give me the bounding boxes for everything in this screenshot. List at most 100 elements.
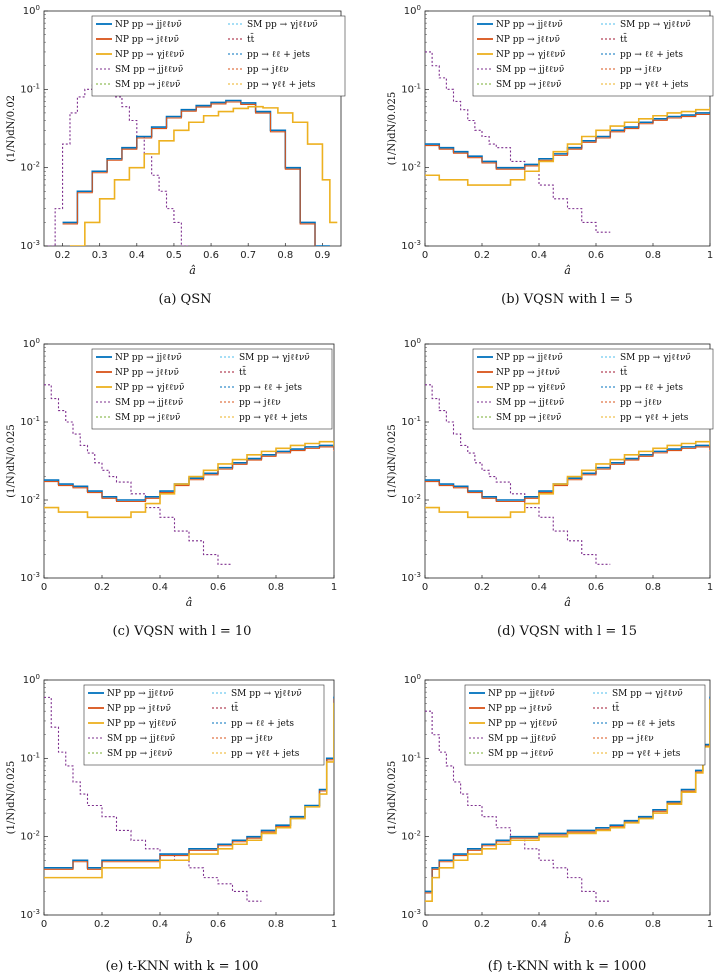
- series-group: [425, 384, 710, 565]
- legend-box: [464, 684, 706, 766]
- series-line-np-jllvv: [425, 446, 710, 503]
- x-axis-label: â: [564, 596, 571, 609]
- legend-label: NP pp → γjℓℓνν̄: [107, 719, 176, 729]
- x-tick-label: 0.6: [588, 919, 604, 930]
- legend-label: SM pp → γjℓℓνν̄: [239, 353, 310, 363]
- legend-label: SM pp → jjℓℓνν̄: [115, 65, 183, 75]
- plot-frame: [424, 679, 711, 916]
- legend-label: NP pp → jℓℓνν̄: [496, 35, 560, 45]
- panel-caption: (b) VQSN with l = 5: [501, 292, 633, 307]
- legend-label: NP pp → γjℓℓνν̄: [115, 50, 184, 60]
- series-line-1: [47, 82, 189, 246]
- panel-caption: (f) t-KNN with k = 1000: [488, 959, 646, 974]
- chart-panel-3: 0 0.2 0.4 0.6 0.8 1 10-3 10-2 10-1 100 â (1/N)dN/0.…: [6, 337, 337, 639]
- series-line-2: [425, 112, 710, 169]
- legend-label: NP pp → jℓℓνν̄: [107, 704, 171, 714]
- plot-frame: [43, 10, 342, 247]
- x-tick-label: 0.9: [314, 250, 330, 261]
- legend: NP pp → jjℓℓνν̄ SM pp → γjℓℓνν̄ NP pp → jℓ…: [83, 684, 325, 766]
- legend-label: NP pp → γjℓℓνν̄: [488, 719, 557, 729]
- chart-panel-5: 0 0.2 0.4 0.6 0.8 1 10-3 10-2 10-1 100 b̂ (1/N)dN/0…: [6, 673, 337, 974]
- legend-label: SM pp → jℓℓνν̄: [488, 749, 553, 759]
- y-tick-label: 100: [404, 673, 421, 686]
- y-tick-label: 100: [404, 4, 421, 17]
- series-line-np-jllvv: [44, 446, 334, 503]
- panel-caption: (a) QSN: [159, 292, 212, 307]
- legend-label: pp → jℓℓν: [231, 734, 273, 744]
- x-tick-label: 0.6: [210, 919, 226, 930]
- x-tick-label: 0: [422, 250, 428, 261]
- legend-label: pp → γℓℓ + jets: [620, 80, 689, 90]
- plot-frame: [43, 343, 335, 579]
- legend-label: pp → γℓℓ + jets: [231, 749, 300, 759]
- legend-label: SM pp → jℓℓνν̄: [115, 413, 180, 423]
- series-line-1: [425, 710, 611, 902]
- y-tick-label: 10-2: [20, 493, 40, 506]
- y-axis-label: (1/N)dN/0.025: [6, 761, 17, 834]
- plot-frame: [424, 343, 711, 579]
- x-tick-label: 0.5: [166, 250, 182, 261]
- series-group: [47, 82, 338, 246]
- legend-label: NP pp → jℓℓνν̄: [115, 368, 179, 378]
- series-line-3: [425, 440, 710, 519]
- y-tick-label: 10-3: [20, 571, 40, 584]
- x-tick-label: 0.2: [474, 582, 490, 593]
- legend-label: pp → ℓℓ + jets: [247, 50, 310, 60]
- legend-label: SM pp → jℓℓνν̄: [496, 80, 561, 90]
- y-tick-label: 10-2: [401, 161, 421, 174]
- y-tick-label: 10-1: [401, 751, 421, 764]
- x-tick-label: 0: [422, 919, 428, 930]
- x-tick-label: 0.6: [588, 582, 604, 593]
- x-tick-label: 0.8: [645, 919, 661, 930]
- legend-label: NP pp → jℓℓνν̄: [488, 704, 552, 714]
- x-tick-label: 0.2: [94, 582, 110, 593]
- plot-frame: [424, 10, 711, 247]
- x-axis-label: â: [564, 264, 571, 277]
- legend-label: tt̄: [620, 366, 628, 378]
- y-tick-label: 100: [23, 4, 40, 17]
- legend-label: pp → ℓℓ + jets: [612, 719, 675, 729]
- legend-label: SM pp → jjℓℓνν̄: [496, 398, 564, 408]
- series-group: [425, 696, 710, 903]
- x-axis-label: b̂: [185, 932, 192, 946]
- series-group: [425, 51, 710, 233]
- x-tick-label: 0.7: [240, 250, 256, 261]
- legend-label: NP pp → jjℓℓνν̄: [115, 20, 182, 30]
- legend-label: SM pp → jjℓℓνν̄: [496, 65, 564, 75]
- y-tick-label: 10-2: [20, 830, 40, 843]
- chart-panel-6: 0 0.2 0.4 0.6 0.8 1 10-3 10-2 10-1 100 b̂ (1/N)dN/0…: [387, 673, 713, 974]
- x-tick-label: 0.6: [210, 582, 226, 593]
- x-tick-label: 0.4: [531, 919, 547, 930]
- legend-label: NP pp → γjℓℓνν̄: [496, 50, 565, 60]
- series-line-3: [69, 105, 338, 246]
- series-line-1: [425, 51, 611, 233]
- x-tick-label: 0.8: [645, 250, 661, 261]
- legend-label: SM pp → jℓℓνν̄: [115, 80, 180, 90]
- legend: NP pp → jjℓℓνν̄ SM pp → γjℓℓνν̄ NP pp → jℓ…: [91, 348, 333, 430]
- y-tick-label: 10-2: [401, 493, 421, 506]
- legend-label: NP pp → jjℓℓνν̄: [107, 689, 174, 699]
- legend-label: tt̄: [612, 702, 620, 714]
- x-tick-label: 0: [41, 919, 47, 930]
- legend-label: pp → γℓℓ + jets: [620, 413, 689, 423]
- legend-label: pp → ℓℓ + jets: [620, 383, 683, 393]
- legend-box: [472, 348, 714, 430]
- x-tick-label: 1: [331, 582, 337, 593]
- y-tick-label: 10-2: [401, 830, 421, 843]
- legend-label: pp → γℓℓ + jets: [247, 80, 316, 90]
- legend-label: pp → jℓℓν: [620, 65, 662, 75]
- legend-label: tt̄: [231, 702, 239, 714]
- x-tick-label: 0.4: [531, 250, 547, 261]
- series-line-3: [425, 699, 710, 903]
- y-tick-label: 100: [23, 337, 40, 350]
- legend-label: tt̄: [247, 33, 255, 45]
- x-tick-label: 0.4: [152, 582, 168, 593]
- legend-label: SM pp → γjℓℓνν̄: [231, 689, 302, 699]
- legend-label: SM pp → γjℓℓνν̄: [612, 689, 683, 699]
- chart-panel-4: 0 0.2 0.4 0.6 0.8 1 10-3 10-2 10-1 100 â (1/N)dN/0.…: [387, 337, 714, 639]
- x-tick-label: 1: [707, 582, 713, 593]
- series-line-1: [44, 384, 233, 565]
- y-tick-label: 10-1: [20, 415, 40, 428]
- series-line-np-jllvv: [425, 113, 710, 170]
- x-tick-label: 0.8: [268, 582, 284, 593]
